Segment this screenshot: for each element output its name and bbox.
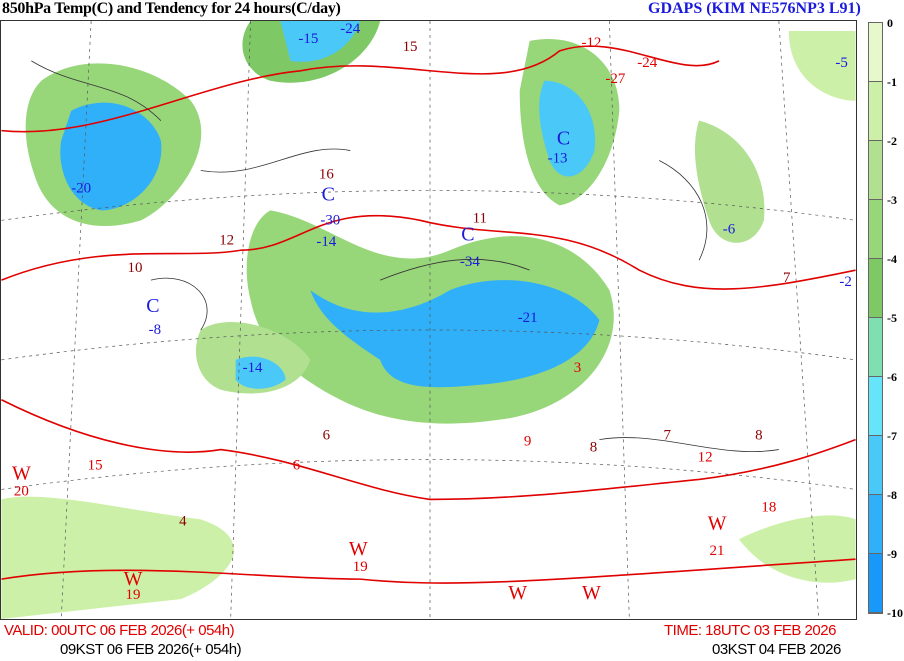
map-label-temp: -27 [605, 71, 625, 87]
colorbar-cell [869, 141, 882, 200]
map-label-tend: 8 [755, 428, 762, 444]
cold-core-north [280, 21, 361, 62]
colorbar-label: -9 [887, 547, 897, 561]
colorbar-cell [869, 495, 882, 554]
colorbar [868, 22, 883, 614]
temperature-contours [1, 45, 856, 584]
colorbar-label: -5 [887, 311, 897, 325]
colorbar-cell [869, 554, 882, 613]
map-label-temp: 9 [524, 434, 531, 450]
map-label-tend: 10 [128, 260, 143, 276]
map-label-tend: 6 [323, 428, 331, 444]
cold-region-ne-corner [788, 30, 856, 101]
colorbar-label: -7 [887, 429, 897, 443]
map-label-warm: W [582, 582, 601, 604]
colorbar-label: -8 [887, 488, 897, 502]
map-label-temp: 6 [293, 458, 301, 474]
map-label-cold: -34 [460, 254, 480, 270]
map-label-cold: C [146, 295, 159, 317]
map-label-cold: -30 [320, 212, 340, 228]
colorbar-cell [869, 259, 882, 318]
map-label-temp: 12 [698, 450, 713, 466]
colorbar-label: -2 [887, 134, 897, 148]
cold-region-east [694, 120, 765, 243]
cold-region-south [1, 496, 234, 619]
cold-core-ne [539, 80, 596, 177]
chart-title: 850hPa Temp(C) and Tendency for 24 hours… [2, 0, 341, 17]
colorbar-label: -6 [887, 370, 897, 384]
colorbar-label: -1 [887, 75, 897, 89]
colorbar-label: -3 [887, 193, 897, 207]
map-label-cold: -5 [835, 55, 847, 71]
map-label-tend: 7 [783, 270, 791, 286]
map-label-cold: -15 [298, 31, 318, 47]
map-label-cold: C [557, 128, 570, 150]
cold-core-central [310, 280, 600, 388]
map-label-temp: -24 [637, 55, 657, 71]
map-label-warm: 19 [353, 559, 368, 575]
map-label-tend: 16 [319, 166, 334, 182]
map-label-temp: -12 [581, 35, 601, 51]
colorbar-cell [869, 377, 882, 436]
cold-core-west [60, 102, 162, 211]
map-label-tend: 4 [179, 513, 187, 529]
map-label-warm: W [124, 568, 143, 590]
map-label-warm: 19 [126, 587, 141, 603]
colorbar-label: -4 [887, 252, 897, 266]
map-label-cold: -2 [839, 274, 851, 290]
map-label-warm: W [708, 512, 727, 534]
map-label-temp: 3 [574, 360, 581, 376]
colorbar-label: 0 [887, 16, 893, 30]
map-label-tend: 7 [663, 428, 671, 444]
map-label-temp: 15 [88, 458, 103, 474]
map-label-cold: -8 [149, 322, 161, 338]
map-label-cold: -14 [316, 234, 336, 250]
cold-region-se [738, 515, 856, 583]
weather-map: C-30-14 C-34C-13C-8-20-15-24-14-21-6-5-2W… [0, 20, 857, 620]
map-label-cold: C [461, 223, 474, 245]
map-label-cold: -20 [71, 180, 91, 196]
map-label-warm: W [508, 582, 527, 604]
colorbar-cell [869, 200, 882, 259]
map-label-warm: W [12, 462, 31, 484]
tendency-contours [31, 60, 779, 453]
map-label-cold: C [322, 183, 335, 205]
map-label-cold: -13 [548, 151, 568, 167]
model-name: GDAPS (KIM NE576NP3 L91) [648, 0, 861, 17]
map-label-temp: 18 [761, 499, 776, 515]
map-label-tend: 15 [403, 39, 418, 55]
map-label-cold: -24 [340, 21, 360, 37]
map-label-cold: -6 [723, 221, 736, 237]
map-label-tend: 8 [590, 440, 597, 456]
map-label-warm: 21 [710, 543, 725, 559]
colorbar-label: -10 [887, 606, 903, 620]
init-time-kst: 03KST 04 FEB 2026 [712, 641, 841, 658]
colorbar-cell [869, 23, 882, 82]
map-label-tend: 11 [473, 210, 487, 226]
cold-core-sw [235, 356, 286, 389]
map-label-warm: W [349, 538, 368, 560]
valid-utc: VALID: 00UTC 06 FEB 2026(+ 054h) [4, 622, 235, 639]
map-label-warm: 20 [14, 483, 29, 499]
map-label-cold: -21 [518, 310, 538, 326]
shading [1, 21, 856, 619]
init-time-utc: TIME: 18UTC 03 FEB 2026 [664, 622, 836, 639]
colorbar-cell [869, 318, 882, 377]
valid-kst: 09KST 06 FEB 2026(+ 054h) [60, 641, 242, 658]
map-label-cold: -14 [243, 360, 263, 376]
colorbar-cell [869, 436, 882, 495]
colorbar-cell [869, 82, 882, 141]
map-label-tend: 12 [219, 232, 234, 248]
